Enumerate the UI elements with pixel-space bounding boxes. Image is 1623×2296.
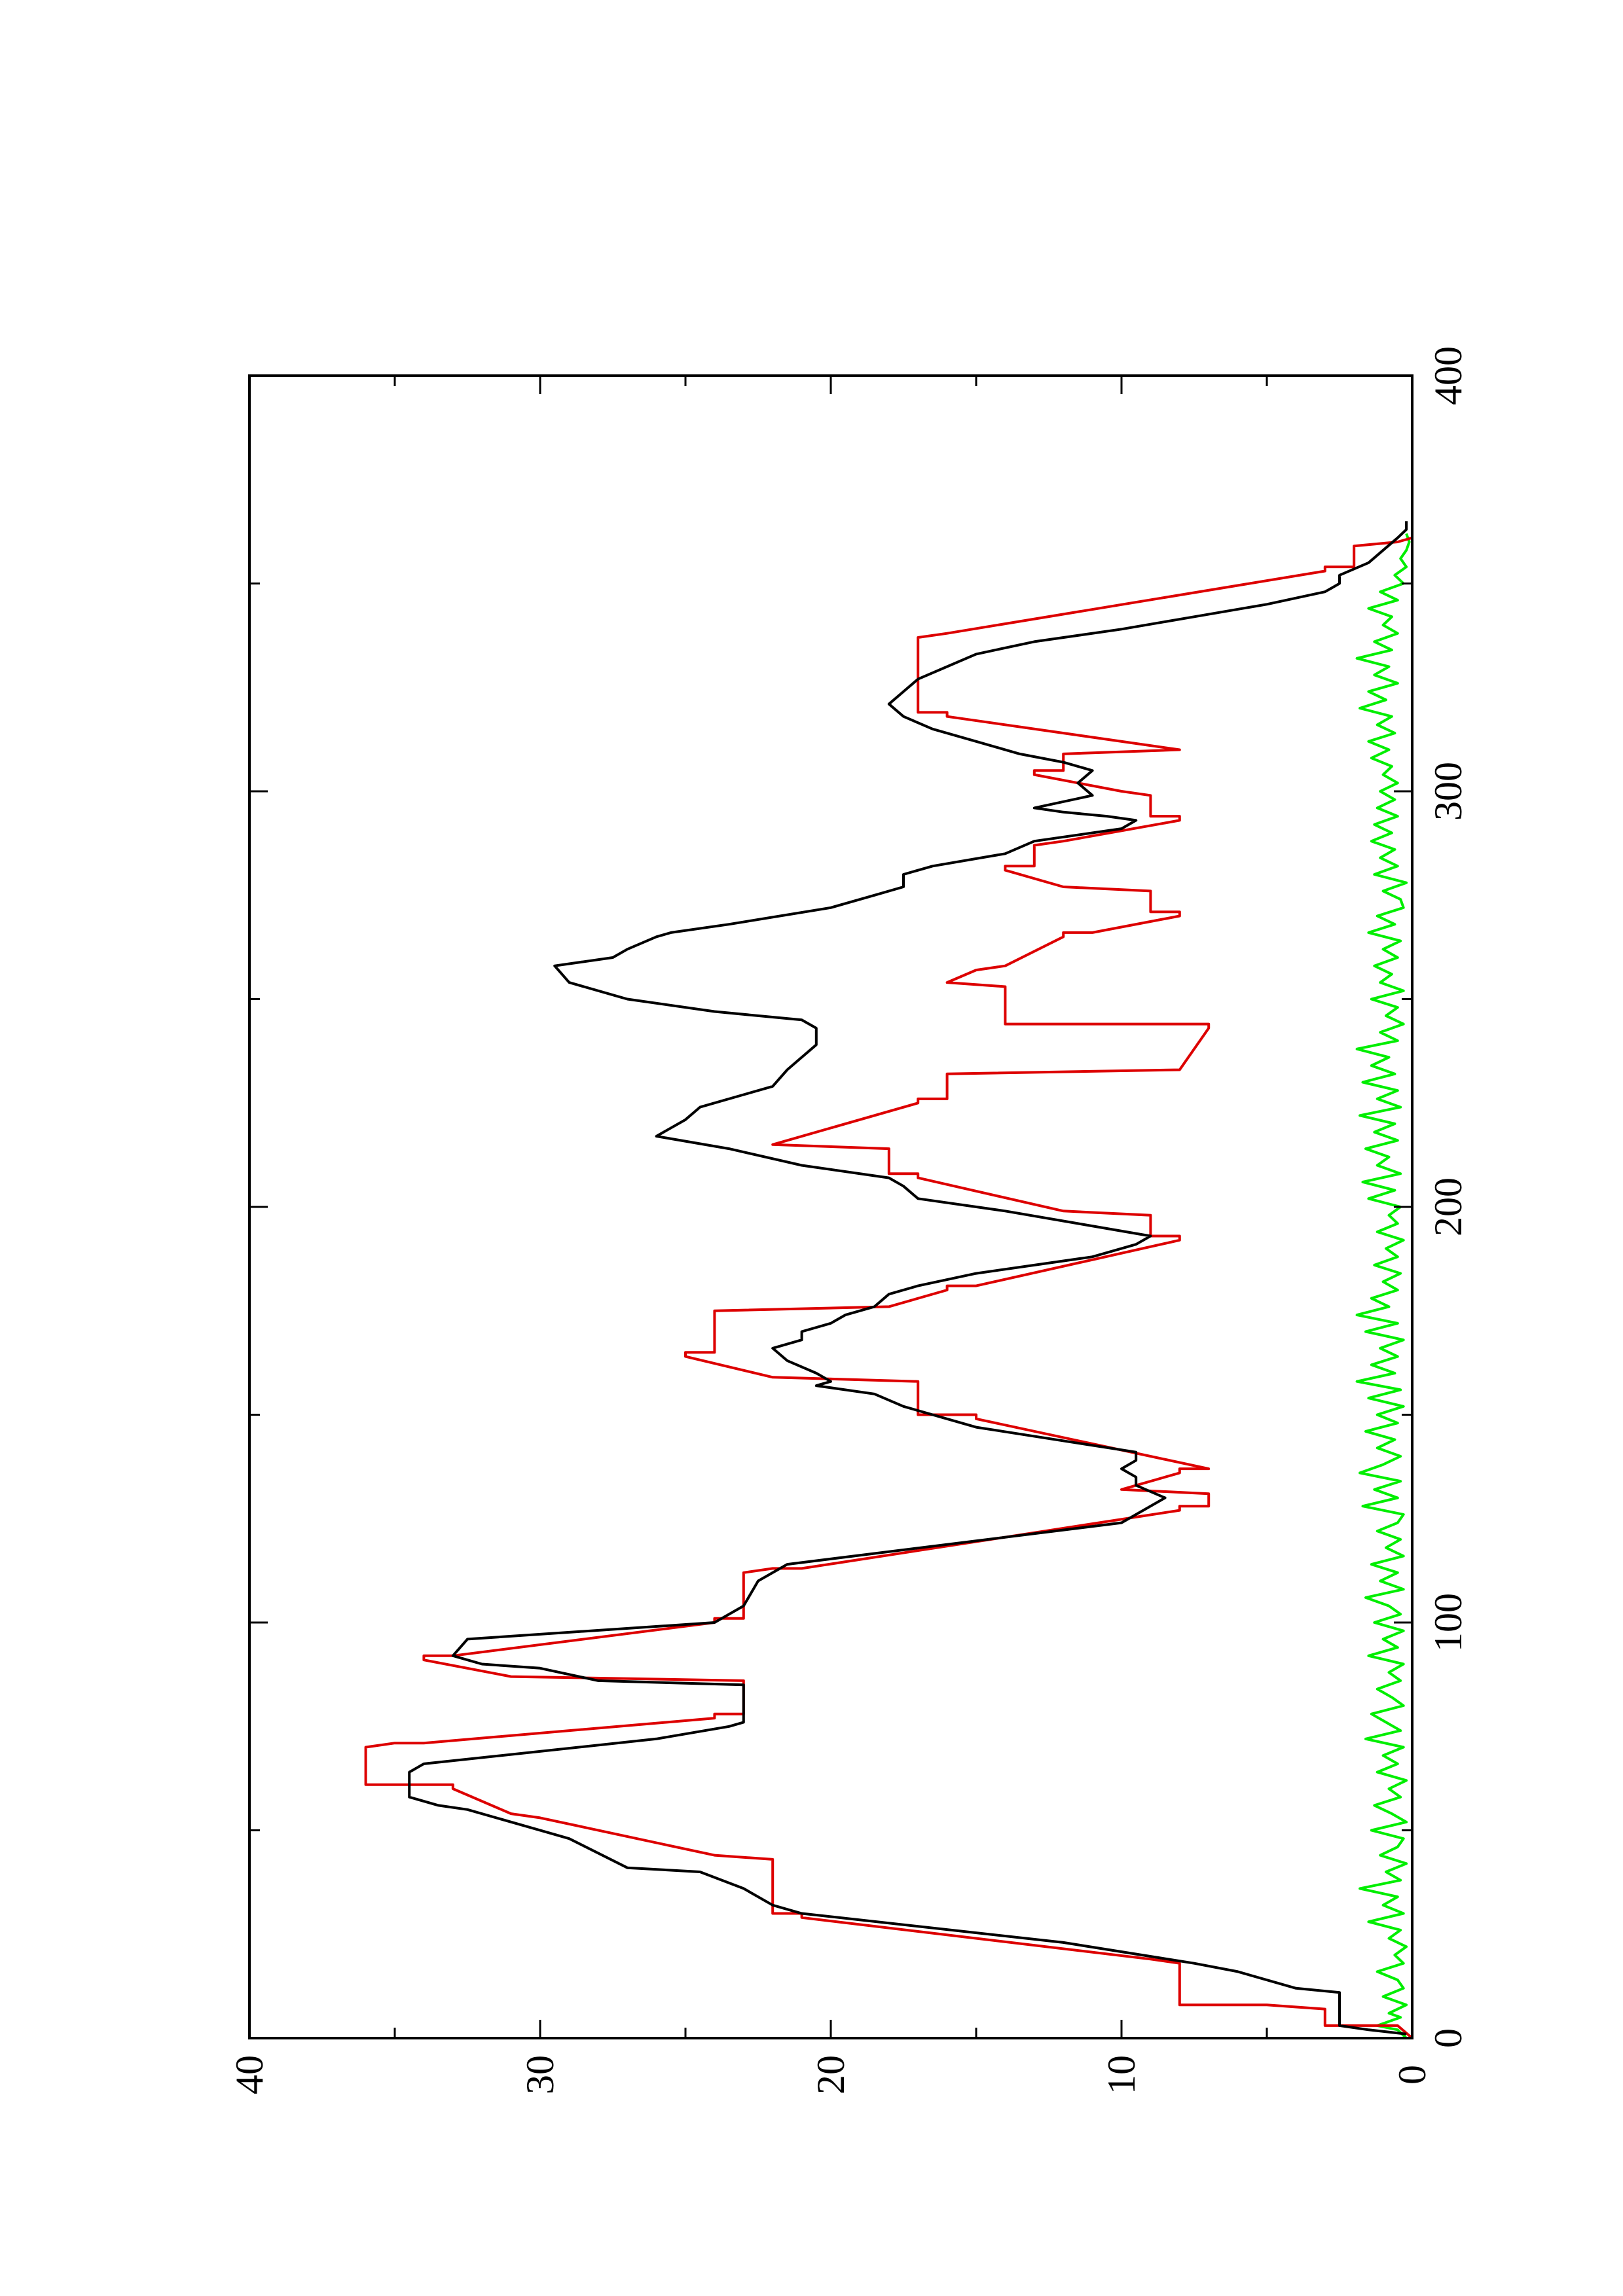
x-tick-label: 100	[1427, 1593, 1470, 1652]
y-tick-label: 20	[809, 2055, 852, 2094]
plot-frame	[248, 374, 1413, 2039]
series-green-line	[1355, 533, 1411, 2039]
y-tick-label: 10	[1100, 2055, 1143, 2094]
tick-labels: 0 100 200 300 400 0 10 20 30 40	[228, 346, 1470, 2094]
series-black-line	[408, 521, 1408, 2036]
x-tick-label: 0	[1427, 2028, 1470, 2048]
ticks	[248, 374, 1413, 2039]
y-tick-label: 30	[519, 2055, 562, 2094]
y-tick-label: 0	[1391, 2065, 1434, 2085]
x-tick-label: 400	[1427, 346, 1470, 405]
x-tick-label: 300	[1427, 762, 1470, 821]
series-red-line	[364, 536, 1413, 2039]
plot-border	[248, 374, 1413, 2039]
y-tick-label: 40	[228, 2055, 271, 2094]
x-tick-label: 200	[1427, 1177, 1470, 1236]
series-lines	[364, 521, 1413, 2039]
